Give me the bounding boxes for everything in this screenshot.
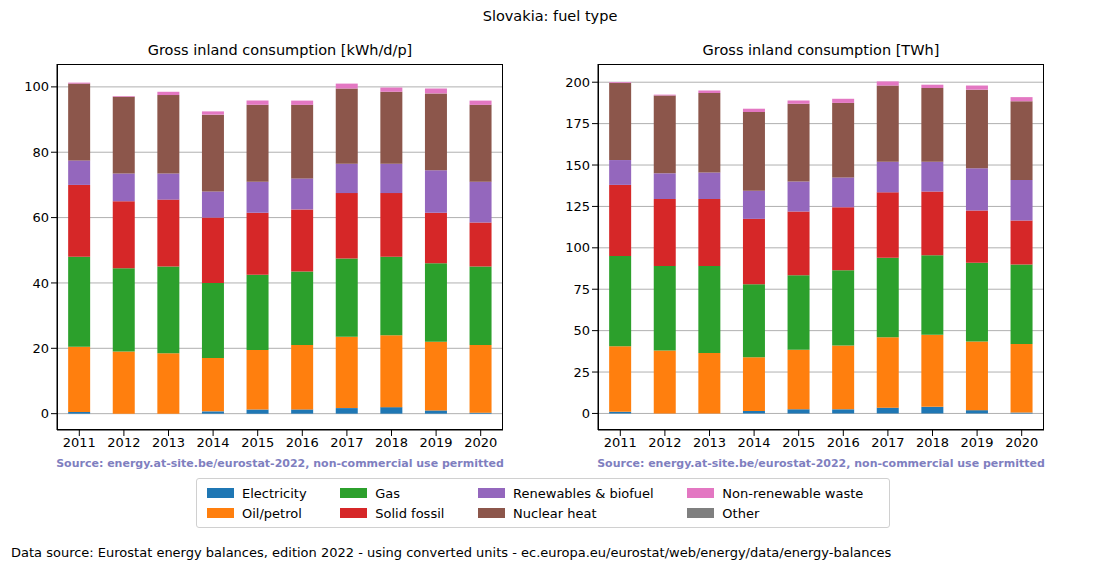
- svg-text:2013: 2013: [152, 435, 185, 450]
- html-text:Slovakia: fuel type: Slovakia: fuel type: [482, 8, 618, 24]
- html-text:Electricity: Electricity: [242, 485, 307, 501]
- svg-text:2014: 2014: [197, 435, 230, 450]
- svg-text:175: 175: [565, 116, 590, 131]
- html-text:Gas: Gas: [375, 485, 401, 501]
- svg-text:75: 75: [573, 282, 590, 297]
- html-text:Source: energy.at-site.be/euro: Source: energy.at-site.be/eurostat-2022,…: [597, 457, 1045, 470]
- html-text:Gross inland consumption [TWh]: Gross inland consumption [TWh]: [702, 42, 940, 58]
- html-text:Nuclear heat: Nuclear heat: [513, 505, 597, 521]
- svg-text:0: 0: [41, 406, 49, 421]
- svg-text:0: 0: [582, 406, 590, 421]
- svg-text:100: 100: [24, 79, 49, 94]
- svg-text:100: 100: [565, 240, 590, 255]
- svg-text:2014: 2014: [738, 435, 771, 450]
- svg-text:2012: 2012: [648, 435, 681, 450]
- html-text:Source: energy.at-site.be/euro: Source: energy.at-site.be/eurostat-2022,…: [56, 457, 504, 470]
- svg-text:60: 60: [32, 210, 49, 225]
- svg-text:2012: 2012: [107, 435, 140, 450]
- svg-text:150: 150: [565, 158, 590, 173]
- svg-text:40: 40: [32, 276, 49, 291]
- svg-text:2013: 2013: [693, 435, 726, 450]
- svg-text:125: 125: [565, 199, 590, 214]
- html-text:Data source: Eurostat energy b: Data source: Eurostat energy balances, e…: [11, 545, 892, 560]
- svg-text:2015: 2015: [241, 435, 274, 450]
- svg-text:2019: 2019: [420, 435, 453, 450]
- svg-text:2020: 2020: [1005, 435, 1038, 450]
- svg-text:200: 200: [565, 75, 590, 90]
- svg-text:2011: 2011: [604, 435, 637, 450]
- svg-text:80: 80: [32, 145, 49, 160]
- svg-text:2017: 2017: [330, 435, 363, 450]
- html-text:Solid fossil: Solid fossil: [375, 505, 445, 521]
- svg-text:2017: 2017: [871, 435, 904, 450]
- html-text:Oil/petrol: Oil/petrol: [242, 505, 302, 521]
- svg-text:2016: 2016: [286, 435, 319, 450]
- html-text:Renewables & biofuel: Renewables & biofuel: [513, 485, 654, 501]
- svg-text:2020: 2020: [464, 435, 497, 450]
- svg-text:2015: 2015: [782, 435, 815, 450]
- svg-text:25: 25: [573, 365, 590, 380]
- svg-text:2016: 2016: [827, 435, 860, 450]
- html-text:Gross inland consumption [kWh/: Gross inland consumption [kWh/d/p]: [147, 42, 413, 58]
- html-text:Other: Other: [722, 505, 760, 521]
- svg-text:2019: 2019: [961, 435, 994, 450]
- svg-text:2018: 2018: [916, 435, 949, 450]
- svg-text:50: 50: [573, 323, 590, 338]
- html-text:Non-renewable waste: Non-renewable waste: [722, 485, 864, 501]
- svg-text:2011: 2011: [63, 435, 96, 450]
- svg-text:20: 20: [32, 341, 49, 356]
- svg-text:2018: 2018: [375, 435, 408, 450]
